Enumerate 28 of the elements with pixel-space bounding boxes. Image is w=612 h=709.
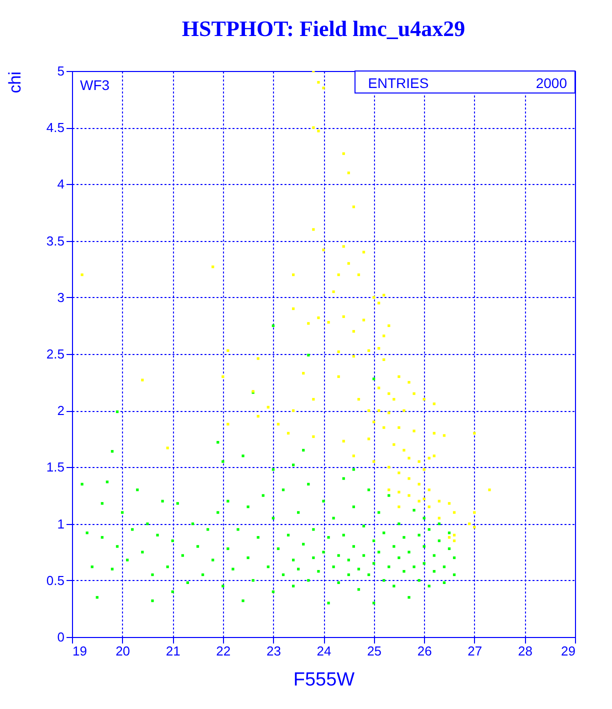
y-tick-label: 2.5: [46, 346, 64, 362]
y-tick-label: 5: [57, 64, 64, 78]
annotation: 2000: [536, 75, 568, 91]
x-tick-label: 21: [166, 644, 180, 658]
y-tick-label: 3: [57, 290, 64, 305]
x-tick-label: 26: [417, 644, 432, 658]
chart-title: HSTPHOT: Field lmc_u4ax29: [182, 16, 466, 41]
annotation: ENTRIES: [368, 75, 429, 91]
annotation: WF3: [80, 77, 110, 93]
y-axis-title: chi: [5, 72, 24, 94]
x-tick-label: 28: [518, 644, 532, 658]
y-tick-label: 0.5: [46, 572, 64, 588]
y-tick-label: 1.5: [46, 460, 64, 475]
x-tick-label: 24: [316, 644, 332, 658]
x-tick-label: 23: [266, 644, 281, 658]
y-tick-label: 3.5: [46, 233, 64, 248]
x-tick-label: 20: [116, 644, 130, 658]
y-tick-label: 4.5: [46, 120, 64, 136]
x-tick-label: 19: [72, 644, 87, 658]
x-tick-label: 29: [561, 644, 576, 658]
x-axis-title: F555W: [293, 670, 355, 690]
x-tick-label: 22: [216, 644, 231, 658]
x-tick-label: 27: [468, 644, 482, 658]
x-tick-label: 25: [367, 644, 382, 658]
y-tick-label: 2: [57, 403, 64, 418]
y-tick-label: 4: [57, 176, 64, 192]
y-tick-label: 1: [57, 516, 64, 532]
y-tick-label: 0: [57, 630, 64, 644]
